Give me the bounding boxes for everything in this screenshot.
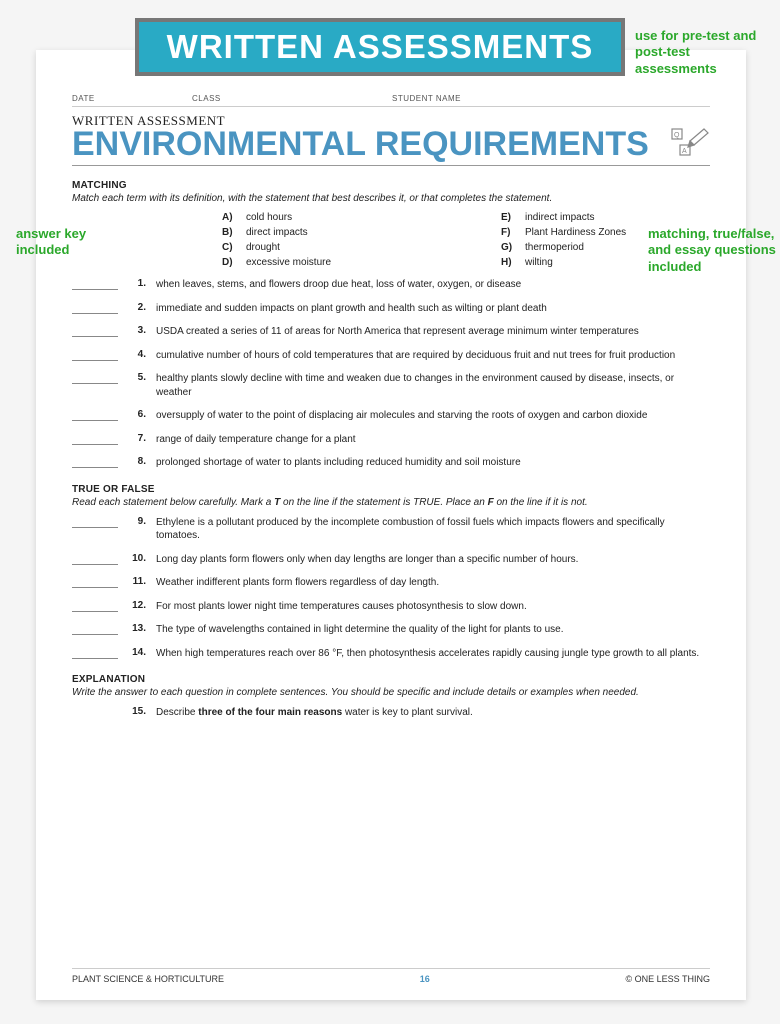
pencil-icon: Q A [670, 127, 710, 161]
q1: 1.when leaves, stems, and flowers droop … [72, 278, 710, 292]
q7: 7.range of daily temperature change for … [72, 433, 710, 447]
footer-left: PLANT SCIENCE & HORTICULTURE [72, 974, 224, 984]
answer-blank[interactable] [72, 578, 118, 588]
callout-left: answer key included [16, 226, 101, 259]
q14: 14.When high temperatures reach over 86 … [72, 647, 710, 661]
q10: 10.Long day plants form flowers only whe… [72, 553, 710, 567]
header-fields: DATE CLASS STUDENT NAME [72, 94, 710, 107]
q9: 9.Ethylene is a pollutant produced by th… [72, 516, 710, 543]
worksheet-page: DATE CLASS STUDENT NAME WRITTEN ASSESSME… [36, 50, 746, 1000]
explanation-instructions: Write the answer to each question in com… [72, 687, 710, 698]
footer-page: 16 [420, 974, 430, 984]
banner: WRITTEN ASSESSMENTS [135, 18, 625, 76]
callout-top-right: use for pre-test and post-test assessmen… [635, 28, 765, 77]
answer-blank[interactable] [72, 458, 118, 468]
q13: 13.The type of wavelengths contained in … [72, 623, 710, 637]
answer-blank[interactable] [72, 625, 118, 635]
choice-e: E)indirect impacts [501, 212, 680, 223]
tf-instructions: Read each statement below carefully. Mar… [72, 497, 710, 508]
choice-c: C)drought [222, 242, 401, 253]
q6: 6.oversupply of water to the point of di… [72, 409, 710, 423]
choice-b: B)direct impacts [222, 227, 401, 238]
q3: 3.USDA created a series of 11 of areas f… [72, 325, 710, 339]
q15-text: Describe three of the four main reasons … [156, 706, 710, 720]
field-class: CLASS [192, 94, 342, 103]
answer-blank[interactable] [72, 327, 118, 337]
matching-instructions: Match each term with its definition, wit… [72, 193, 710, 204]
q15: 15. Describe three of the four main reas… [72, 706, 710, 720]
page-footer: PLANT SCIENCE & HORTICULTURE 16 © ONE LE… [72, 968, 710, 984]
choice-d: D)excessive moisture [222, 257, 401, 268]
answer-blank[interactable] [72, 518, 118, 528]
tf-heading: TRUE OR FALSE [72, 484, 710, 495]
banner-text: WRITTEN ASSESSMENTS [167, 28, 594, 66]
matching-choices: A)cold hours E)indirect impacts B)direct… [222, 212, 680, 268]
callout-right: matching, true/false, and essay question… [648, 226, 776, 275]
answer-blank[interactable] [72, 649, 118, 659]
q4: 4.cumulative number of hours of cold tem… [72, 349, 710, 363]
q5: 5.healthy plants slowly decline with tim… [72, 372, 710, 399]
svg-text:A: A [682, 148, 687, 155]
matching-heading: MATCHING [72, 180, 710, 191]
footer-right: © ONE LESS THING [625, 974, 710, 984]
answer-blank[interactable] [72, 304, 118, 314]
answer-blank[interactable] [72, 435, 118, 445]
answer-blank[interactable] [72, 555, 118, 565]
q11: 11.Weather indifferent plants form flowe… [72, 576, 710, 590]
page-title: ENVIRONMENTAL REQUIREMENTS [72, 127, 664, 161]
q2: 2.immediate and sudden impacts on plant … [72, 302, 710, 316]
field-student-name: STUDENT NAME [392, 94, 710, 103]
answer-blank[interactable] [72, 602, 118, 612]
field-date: DATE [72, 94, 142, 103]
explanation-questions: 15. Describe three of the four main reas… [72, 706, 710, 720]
svg-text:Q: Q [674, 132, 680, 139]
answer-blank[interactable] [72, 411, 118, 421]
answer-blank[interactable] [72, 351, 118, 361]
answer-blank[interactable] [72, 280, 118, 290]
answer-blank[interactable] [72, 374, 118, 384]
tf-questions: 9.Ethylene is a pollutant produced by th… [72, 516, 710, 661]
q8: 8.prolonged shortage of water to plants … [72, 456, 710, 470]
title-row: ENVIRONMENTAL REQUIREMENTS Q A [72, 127, 710, 166]
q12: 12.For most plants lower night time temp… [72, 600, 710, 614]
explanation-heading: EXPLANATION [72, 674, 710, 685]
matching-questions: 1.when leaves, stems, and flowers droop … [72, 278, 710, 470]
choice-a: A)cold hours [222, 212, 401, 223]
